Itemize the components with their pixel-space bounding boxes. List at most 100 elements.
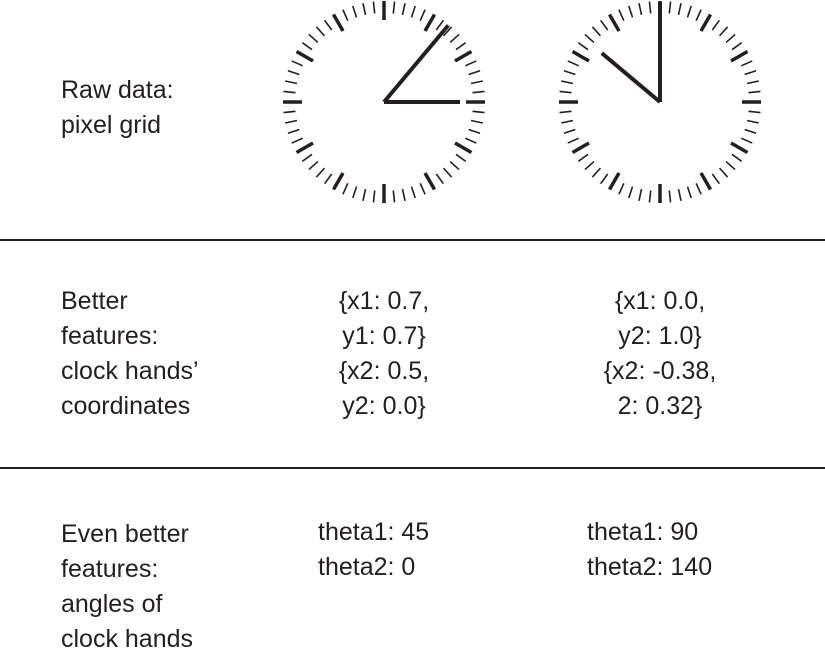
- clock-minor-tick: [686, 5, 692, 18]
- row-label-line: Raw data:: [61, 76, 174, 104]
- clock-minor-tick: [470, 80, 483, 85]
- clock-major-tick: [571, 49, 590, 63]
- clock-minor-tick: [419, 9, 426, 22]
- clock-major-tick: [423, 13, 437, 32]
- clock-major-tick: [295, 49, 314, 63]
- coordinate-line: {x2: 0.5,: [338, 357, 430, 385]
- clock-minor-tick: [315, 167, 326, 178]
- clock-minor-tick: [731, 41, 743, 51]
- clock-minor-tick: [677, 3, 682, 16]
- row-label-line: features:: [61, 322, 159, 350]
- clock1-angles: theta1: 45 theta2: 0: [318, 515, 429, 585]
- clock-minor-tick: [464, 137, 477, 144]
- angle-line: theta1: 90: [587, 518, 699, 546]
- row-label-line: Even better: [61, 520, 189, 548]
- coordinate-line: y1: 0.7}: [342, 322, 426, 350]
- row-label-line: pixel grid: [61, 111, 162, 139]
- clock-minor-tick: [301, 153, 313, 163]
- clock-minor-tick: [563, 70, 576, 76]
- clock-major-tick: [331, 13, 345, 32]
- clock-minor-tick: [744, 70, 757, 76]
- clock-minor-tick: [362, 3, 367, 16]
- clock-minor-tick: [315, 26, 326, 37]
- clock-minor-tick: [435, 173, 445, 185]
- clock-minor-tick: [668, 190, 672, 203]
- clock-major-tick: [454, 49, 473, 63]
- clock-ticks: [283, 1, 485, 203]
- clock-minor-tick: [472, 90, 485, 94]
- clock-major-tick: [699, 13, 713, 32]
- row-label-line: clock hands’: [61, 357, 199, 385]
- row-label-line: coordinates: [61, 392, 191, 420]
- clock-minor-tick: [308, 33, 319, 44]
- clock-minor-tick: [584, 33, 595, 44]
- clock-minor-tick: [449, 33, 460, 44]
- clock-minor-tick: [468, 70, 481, 76]
- clock-long-hand: [382, 24, 450, 104]
- clock-minor-tick: [323, 19, 333, 31]
- clock-major-tick: [331, 172, 345, 191]
- clock-minor-tick: [599, 173, 609, 185]
- clock-minor-tick: [686, 186, 692, 199]
- clock-minor-tick: [577, 41, 589, 51]
- clock-minor-tick: [285, 119, 298, 124]
- row-divider-2: [0, 467, 825, 469]
- clock-minor-tick: [455, 41, 467, 51]
- clock-minor-tick: [464, 60, 477, 67]
- clock-minor-tick: [731, 153, 743, 163]
- clock-minor-tick: [372, 1, 376, 14]
- clock-minor-tick: [401, 3, 406, 16]
- clock-minor-tick: [740, 60, 753, 67]
- clock-minor-tick: [748, 110, 761, 114]
- angle-line: theta2: 0: [318, 553, 416, 581]
- clock-minor-tick: [618, 182, 625, 195]
- clock-major-tick: [423, 172, 437, 191]
- coordinate-line: {x2: -0.38,: [603, 357, 717, 385]
- angle-line: theta2: 140: [587, 553, 713, 581]
- clock1-coordinates: {x1: 0.7, y1: 0.7} {x2: 0.5, y2: 0.0}: [284, 284, 484, 424]
- clock-minor-tick: [291, 137, 304, 144]
- clock-minor-tick: [567, 60, 580, 67]
- row-label-line: angles of: [61, 590, 163, 618]
- clock-minor-tick: [591, 26, 602, 37]
- clock-major-tick: [699, 172, 713, 191]
- clock-minor-tick: [718, 26, 729, 37]
- clock-minor-tick: [711, 173, 721, 185]
- row-label-even-better-features: Even better features: angles of clock ha…: [61, 517, 193, 657]
- clock-minor-tick: [746, 119, 759, 124]
- clock2-angles: theta1: 90 theta2: 140: [587, 515, 712, 585]
- clock-minor-tick: [291, 60, 304, 67]
- coordinate-line: {x1: 0.7,: [338, 287, 430, 315]
- clock-minor-tick: [352, 186, 358, 199]
- clock-minor-tick: [599, 19, 609, 31]
- clock-minor-tick: [308, 160, 319, 171]
- clock-minor-tick: [577, 153, 589, 163]
- clock-minor-tick: [392, 1, 396, 14]
- clock-minor-tick: [472, 110, 485, 114]
- clock-minor-tick: [638, 3, 643, 16]
- clock-minor-tick: [410, 5, 416, 18]
- clock-minor-tick: [283, 90, 296, 94]
- clock-minor-tick: [648, 190, 652, 203]
- clock-minor-tick: [668, 1, 672, 14]
- clock-minor-tick: [287, 70, 300, 76]
- clock-minor-tick: [740, 137, 753, 144]
- clock-short-hand: [600, 51, 662, 104]
- clock-minor-tick: [628, 186, 634, 199]
- clock-minor-tick: [638, 188, 643, 201]
- clock-minor-tick: [392, 190, 396, 203]
- clock-minor-tick: [584, 160, 595, 171]
- clock-minor-tick: [442, 167, 453, 178]
- clock-minor-tick: [695, 9, 702, 22]
- clock-minor-tick: [287, 128, 300, 134]
- clock-minor-tick: [449, 160, 460, 171]
- coordinate-line: y2: 0.0}: [342, 392, 426, 420]
- clock-minor-tick: [561, 80, 574, 85]
- clock-minor-tick: [323, 173, 333, 185]
- clock-minor-tick: [648, 1, 652, 14]
- clock-minor-tick: [744, 128, 757, 134]
- clock-minor-tick: [725, 33, 736, 44]
- clock-minor-tick: [283, 110, 296, 114]
- clock-minor-tick: [677, 188, 682, 201]
- clock-minor-tick: [695, 182, 702, 195]
